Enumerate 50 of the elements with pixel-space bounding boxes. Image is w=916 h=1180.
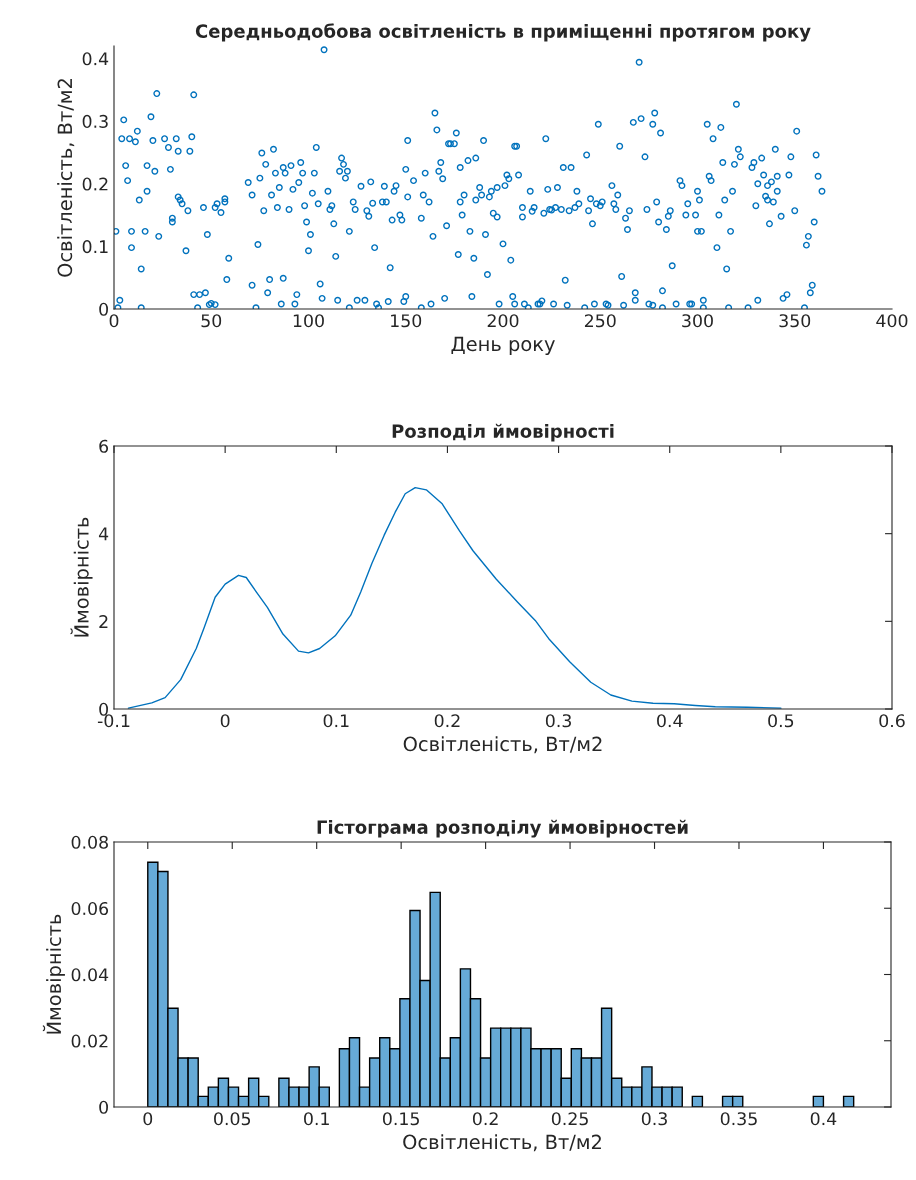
- y-tick-label: 0.4: [82, 52, 109, 66]
- x-tick-label: 0.15: [382, 1112, 419, 1126]
- y-tick-label: 0.02: [71, 1034, 108, 1048]
- x-tick-label: 0.05: [214, 1112, 251, 1126]
- x-tick-label: 0.25: [551, 1112, 588, 1126]
- line-series: [127, 486, 782, 709]
- y-axis-title: Ймовірність: [42, 914, 65, 1034]
- y-tick-label: 0: [99, 1100, 108, 1114]
- x-tick-label: 0: [143, 1112, 153, 1126]
- x-tick-label: 100: [293, 314, 324, 328]
- x-tick-label: 0.6: [879, 714, 905, 728]
- x-tick-label: 50: [201, 314, 222, 328]
- x-tick-label: 0: [220, 714, 230, 728]
- y-tick-label: 0: [99, 302, 108, 316]
- x-tick-label: 0.35: [720, 1112, 757, 1126]
- y-tick-label: 0.2: [82, 177, 108, 191]
- x-tick-label: 0.3: [641, 1112, 667, 1126]
- chart-title: Розподіл ймовірності: [392, 423, 614, 442]
- x-tick-label: 150: [391, 314, 422, 328]
- x-tick-label: 200: [487, 314, 519, 328]
- y-axis-title: Ймовірність: [70, 517, 93, 637]
- y-tick-label: 0.1: [82, 240, 108, 254]
- chart-title: Середньодобова освітленість в приміщенні протягом року: [195, 23, 811, 42]
- y-tick-label: 2: [99, 615, 108, 628]
- x-axis-title: Освітленість, Вт/м2: [403, 1134, 601, 1152]
- x-tick-label: 0.3: [545, 714, 571, 728]
- x-tick-label: 0.2: [434, 714, 460, 728]
- x-tick-label: 0.1: [304, 1112, 329, 1126]
- y-tick-label: 0.04: [71, 968, 109, 982]
- y-tick-label: 4: [98, 527, 109, 541]
- x-tick-label: 350: [779, 314, 811, 328]
- x-tick-label: -0.1: [97, 714, 130, 728]
- x-tick-label: 0.2: [472, 1112, 498, 1126]
- x-tick-label: 400: [876, 314, 908, 328]
- y-tick-label: 0.3: [82, 114, 108, 128]
- y-tick-label: 0.08: [71, 835, 108, 849]
- y-tick-label: 6: [99, 439, 109, 453]
- x-tick-label: 0: [109, 314, 119, 328]
- x-tick-label: 250: [584, 314, 616, 328]
- x-tick-label: 0.4: [657, 714, 683, 728]
- x-tick-label: 0.5: [768, 714, 794, 728]
- chart-title: Гістограма розподілу ймовірностей: [317, 819, 688, 838]
- x-tick-label: 0.1: [323, 714, 349, 728]
- x-axis-title: Освітленість, Вт/м2: [403, 736, 602, 754]
- x-axis-title: День року: [451, 336, 555, 356]
- y-tick-label: 0: [99, 702, 108, 716]
- x-tick-label: 300: [682, 314, 713, 328]
- y-axis-title: Освітленість, Вт/м2: [57, 79, 75, 277]
- y-tick-label: 0.06: [71, 901, 109, 916]
- x-tick-label: 0.4: [810, 1112, 837, 1126]
